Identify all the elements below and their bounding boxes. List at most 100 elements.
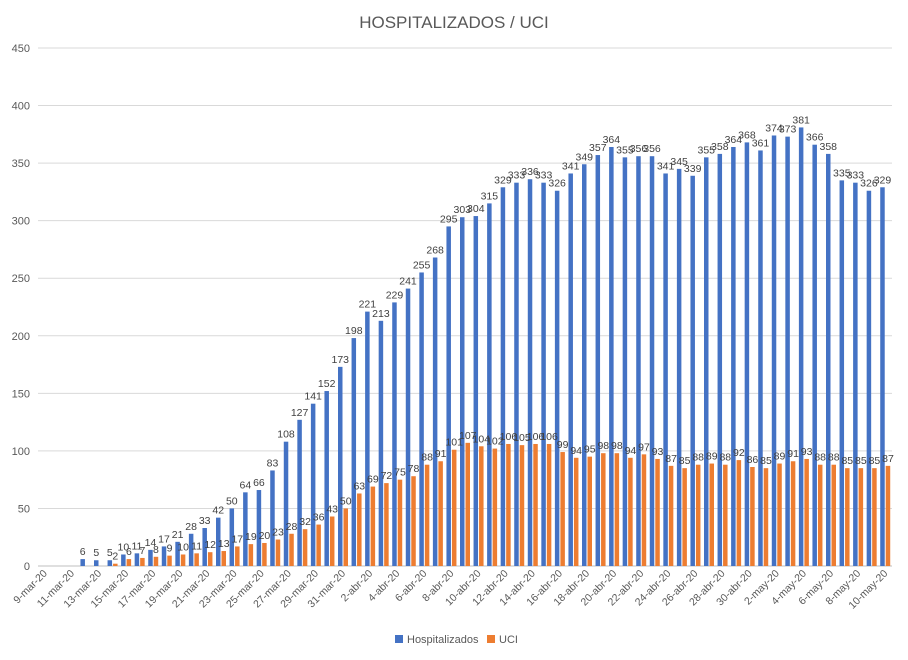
data-label: 10 — [177, 541, 189, 553]
bar-uci — [235, 546, 240, 566]
data-label: 315 — [481, 190, 499, 202]
bar-uci — [601, 453, 606, 566]
data-label: 32 — [299, 516, 311, 528]
data-label: 95 — [584, 444, 596, 456]
data-label: 333 — [847, 170, 865, 182]
bar-uci — [207, 552, 213, 566]
bar-hospitalizados — [622, 157, 628, 566]
data-label: 106 — [527, 431, 545, 443]
bar-hospitalizados — [554, 190, 560, 566]
data-label: 152 — [318, 378, 336, 390]
data-label: 99 — [557, 439, 569, 451]
bar-uci — [709, 463, 714, 566]
bar-hospitalizados — [514, 182, 519, 566]
data-label: 93 — [652, 446, 664, 458]
data-label: 7 — [139, 545, 145, 557]
data-label: 28 — [185, 521, 197, 533]
bar-uci — [777, 463, 782, 566]
bar-uci — [384, 483, 389, 566]
bar-hospitalizados — [758, 150, 763, 566]
bar-uci — [167, 555, 172, 566]
bar-hospitalizados — [568, 173, 573, 566]
data-label: 88 — [814, 452, 826, 464]
bar-hospitalizados — [107, 560, 113, 566]
bar-hospitalizados — [148, 549, 153, 566]
legend-swatch-uci — [487, 635, 495, 643]
data-label: 364 — [725, 134, 743, 146]
bar-hospitalizados — [866, 190, 872, 566]
bar-hospitalizados — [121, 554, 126, 566]
data-label: 43 — [326, 504, 338, 516]
bar-hospitalizados — [582, 164, 587, 567]
bar-hospitalizados — [405, 288, 411, 566]
bar-uci — [723, 464, 728, 566]
data-label: 364 — [603, 134, 621, 146]
bar-hospitalizados — [487, 203, 492, 566]
data-label: 87 — [665, 453, 677, 465]
bar-hospitalizados — [338, 366, 343, 566]
bar-hospitalizados — [826, 153, 831, 566]
data-label: 104 — [473, 433, 491, 445]
data-label: 8 — [153, 544, 159, 556]
bar-hospitalizados — [731, 146, 736, 567]
bar-uci — [763, 468, 769, 566]
bar-uci — [451, 449, 457, 566]
bar-uci — [546, 443, 552, 566]
data-label: 173 — [331, 354, 349, 366]
grid — [38, 47, 892, 567]
bar-hospitalizados — [392, 302, 397, 566]
data-label: 85 — [841, 455, 853, 467]
bar-hospitalizados — [446, 226, 451, 566]
legend: Hospitalizados UCI — [395, 634, 518, 646]
data-label: 88 — [692, 452, 704, 464]
data-label: 329 — [494, 174, 512, 186]
data-label: 106 — [500, 431, 518, 443]
bar-hospitalizados — [256, 490, 262, 566]
data-label: 358 — [819, 141, 837, 153]
chart-title: HOSPITALIZADOS / UCI — [359, 13, 549, 32]
bar-uci — [194, 553, 199, 566]
data-label: 93 — [801, 446, 813, 458]
bar-uci — [845, 468, 850, 566]
x-axis: 9-mar-2011-mar-2013-mar-2015-mar-2017-ma… — [11, 568, 890, 612]
bar-uci — [248, 544, 254, 566]
data-label: 88 — [421, 452, 433, 464]
data-label: 28 — [286, 521, 298, 533]
bar-hospitalizados — [419, 272, 424, 566]
data-label: 356 — [630, 143, 648, 155]
y-tick-label: 100 — [12, 446, 30, 458]
bar-hospitalizados — [473, 216, 479, 566]
data-label: 358 — [711, 141, 729, 153]
bar-uci — [316, 524, 321, 566]
data-label: 326 — [548, 178, 566, 190]
bar-uci — [397, 479, 403, 566]
data-label: 366 — [806, 132, 824, 144]
data-label: 91 — [787, 448, 799, 460]
legend-label-uci: UCI — [499, 634, 518, 646]
data-label: 355 — [616, 144, 634, 156]
bar-hospitalizados — [636, 156, 641, 566]
bar-uci — [885, 465, 891, 566]
data-label: 10 — [118, 541, 130, 553]
bar-uci — [424, 464, 430, 566]
y-tick-label: 0 — [24, 561, 30, 573]
data-label: 355 — [697, 144, 715, 156]
data-label: 66 — [253, 477, 265, 489]
bar-uci — [573, 457, 579, 566]
bar-hospitalizados — [216, 517, 221, 566]
data-label: 36 — [313, 512, 325, 524]
data-label: 17 — [231, 533, 243, 545]
bar-hospitalizados — [229, 508, 235, 566]
data-label: 85 — [869, 455, 881, 467]
bars — [80, 127, 891, 567]
bar-uci — [302, 529, 308, 566]
data-label: 198 — [345, 325, 363, 337]
data-label: 78 — [408, 463, 420, 475]
bar-hospitalizados — [351, 338, 357, 566]
data-label: 42 — [212, 505, 224, 517]
bar-uci — [641, 454, 647, 566]
data-label: 336 — [521, 166, 539, 178]
data-label: 88 — [828, 452, 840, 464]
data-label: 33 — [199, 515, 211, 527]
bar-uci — [628, 457, 633, 566]
